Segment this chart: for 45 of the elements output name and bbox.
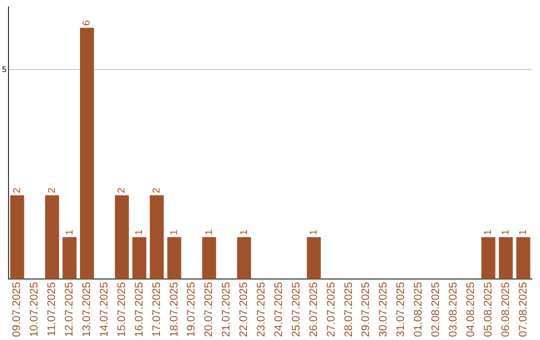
- x-tick-label: 03.08.2025: [448, 282, 460, 338]
- x-tick-label: 18.07.2025: [168, 282, 180, 338]
- data-label: 6: [82, 20, 93, 26]
- x-tick-label: 16.07.2025: [133, 282, 146, 338]
- x-tick-label: 27.07.2025: [325, 282, 338, 338]
- x-tick-label: 29.07.2025: [360, 282, 372, 338]
- x-tick-label: 04.08.2025: [464, 282, 477, 338]
- data-label: 1: [204, 229, 215, 236]
- x-tick-label: 13.07.2025: [81, 282, 94, 338]
- x-tick-label: 28.07.2025: [342, 282, 355, 338]
- data-label: 2: [46, 187, 58, 194]
- data-label: 1: [168, 229, 180, 236]
- x-tick-label: 24.07.2025: [272, 282, 285, 338]
- x-tick-label: 14.07.2025: [98, 282, 110, 338]
- x-tick-label: 30.07.2025: [378, 282, 390, 338]
- data-label: 1: [134, 229, 146, 236]
- x-tick-label: 11.07.2025: [46, 282, 58, 336]
- data-label: 1: [238, 229, 250, 236]
- x-tick-label: 17.07.2025: [150, 282, 163, 338]
- x-tick-label: 21.07.2025: [220, 282, 233, 338]
- x-tick-label: 01.08.2025: [412, 282, 425, 338]
- x-tick-label: 12.07.2025: [64, 282, 76, 338]
- data-label: 1: [64, 229, 76, 236]
- x-tick-label: 31.07.2025: [395, 282, 408, 338]
- x-tick-label: 20.07.2025: [203, 282, 216, 338]
- x-tick-label: 25.07.2025: [290, 282, 302, 338]
- x-tick-label: 10.07.2025: [28, 282, 41, 338]
- x-tick-label: 26.07.2025: [308, 282, 320, 338]
- data-label: 2: [152, 187, 163, 194]
- x-tick-label: 09.07.2025: [11, 282, 24, 338]
- x-tick-label: 06.08.2025: [500, 282, 512, 338]
- data-label: 2: [116, 187, 128, 194]
- data-label: 2: [12, 187, 23, 194]
- data-label: 1: [308, 229, 320, 236]
- x-tick-label: 19.07.2025: [186, 282, 198, 338]
- x-tick-label: 22.07.2025: [238, 282, 250, 338]
- x-tick-label: 15.07.2025: [116, 282, 128, 338]
- x-tick-label: 02.08.2025: [430, 282, 442, 338]
- data-label: 1: [483, 229, 494, 236]
- x-tick-label: 23.07.2025: [256, 282, 268, 338]
- y-tick-label: 5: [2, 64, 7, 74]
- x-tick-label: 05.08.2025: [482, 282, 494, 338]
- data-label: 1: [500, 229, 512, 236]
- x-tick-label: 07.08.2025: [517, 282, 530, 338]
- data-label: 1: [518, 229, 530, 236]
